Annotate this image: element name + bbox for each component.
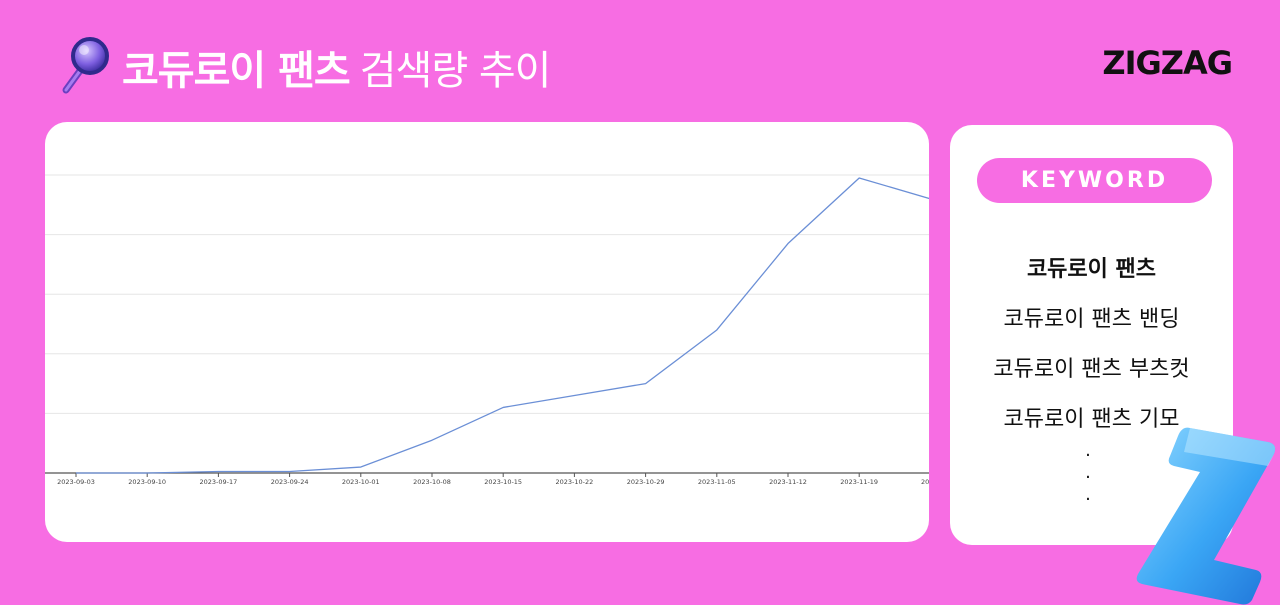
keyword-pill: KEYWORD [977, 158, 1212, 203]
x-tick-label: 2023-10-01 [342, 478, 380, 486]
x-tick-label: 2023-11-05 [698, 478, 736, 486]
title-suffix: 검색량 추이 [359, 48, 552, 94]
x-tick-label: 2023-09-03 [57, 478, 95, 486]
x-tick-label: 2023-10-08 [413, 478, 451, 486]
page-title: 코듀로이 팬츠 검색량 추이 [122, 38, 552, 96]
series-line [76, 177, 929, 474]
x-tick-label: 2023-10-22 [556, 478, 594, 486]
magnifier-icon [62, 37, 109, 94]
brand-logo: ZIGZAG [1102, 44, 1233, 82]
x-tick-label: 2023-09-10 [128, 478, 166, 486]
x-tick-label: 2023- [921, 478, 929, 486]
x-tick-label: 2023-10-29 [627, 478, 665, 486]
x-tick-label: 2023-10-15 [484, 478, 522, 486]
x-tick-label: 2023-09-17 [200, 478, 238, 486]
x-tick-label: 2023-11-19 [840, 478, 878, 486]
keyword-list: 코듀로이 팬츠 코듀로이 팬츠 밴딩 코듀로이 팬츠 부츠컷 코듀로이 팬츠 기… [950, 253, 1233, 453]
x-tick-label: 2023-11-12 [769, 478, 807, 486]
x-tick-label: 2023-09-24 [271, 478, 309, 486]
z-3d-icon [1136, 427, 1276, 605]
keyword-item: 코듀로이 팬츠 밴딩 [1003, 307, 1180, 332]
more-dots: · · · [1085, 445, 1091, 510]
title-keyword: 코듀로이 팬츠 [122, 48, 351, 94]
keyword-item: 코듀로이 팬츠 기모 [1003, 407, 1180, 432]
keyword-panel: KEYWORD 코듀로이 팬츠 코듀로이 팬츠 밴딩 코듀로이 팬츠 부츠컷 코… [950, 125, 1233, 545]
line-chart: 2023-09-03 2023-09-10 2023-09-17 2023-09-24… [45, 174, 929, 486]
chart-card: 2023-09-03 2023-09-10 2023-09-17 2023-09-24… [45, 122, 929, 542]
keyword-item: 코듀로이 팬츠 [1026, 257, 1157, 282]
keyword-item: 코듀로이 팬츠 부츠컷 [993, 357, 1190, 382]
